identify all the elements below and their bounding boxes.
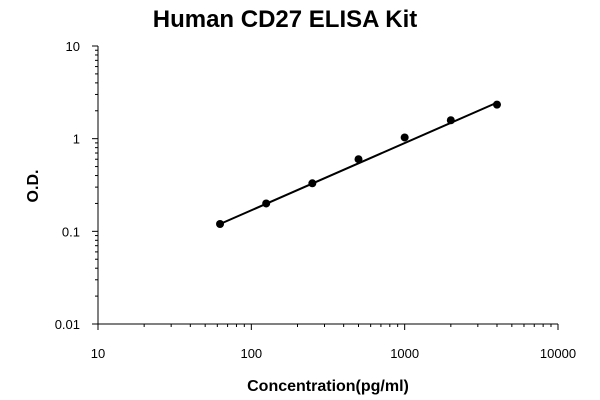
data-point <box>354 155 363 164</box>
chart-title: Human CD27 ELISA Kit <box>153 6 417 33</box>
x-tick-label: 10000 <box>540 346 576 361</box>
data-points <box>216 100 501 228</box>
fit-line-group <box>219 101 498 225</box>
data-point <box>308 179 317 188</box>
data-point <box>492 100 501 109</box>
x-axis-label: Concentration(pg/ml) <box>247 378 409 395</box>
axis-tick-labels: 10 100 1000 10000 0.01 0.1 1 10 <box>55 39 576 361</box>
y-axis-label: O.D. <box>25 170 42 203</box>
y-tick-label: 10 <box>66 39 80 54</box>
axis-ticks <box>92 45 559 330</box>
x-tick-label: 100 <box>240 346 262 361</box>
y-tick-label: 0.01 <box>55 317 80 332</box>
y-tick-label: 1 <box>73 132 80 147</box>
y-tick-label: 0.1 <box>62 224 80 239</box>
plot-axes <box>97 46 558 325</box>
data-point <box>216 219 225 228</box>
x-tick-label: 10 <box>91 346 105 361</box>
data-point <box>400 133 409 142</box>
data-point <box>262 199 271 208</box>
data-point <box>446 116 455 125</box>
x-tick-label: 1000 <box>390 346 419 361</box>
fit-line <box>219 101 498 225</box>
